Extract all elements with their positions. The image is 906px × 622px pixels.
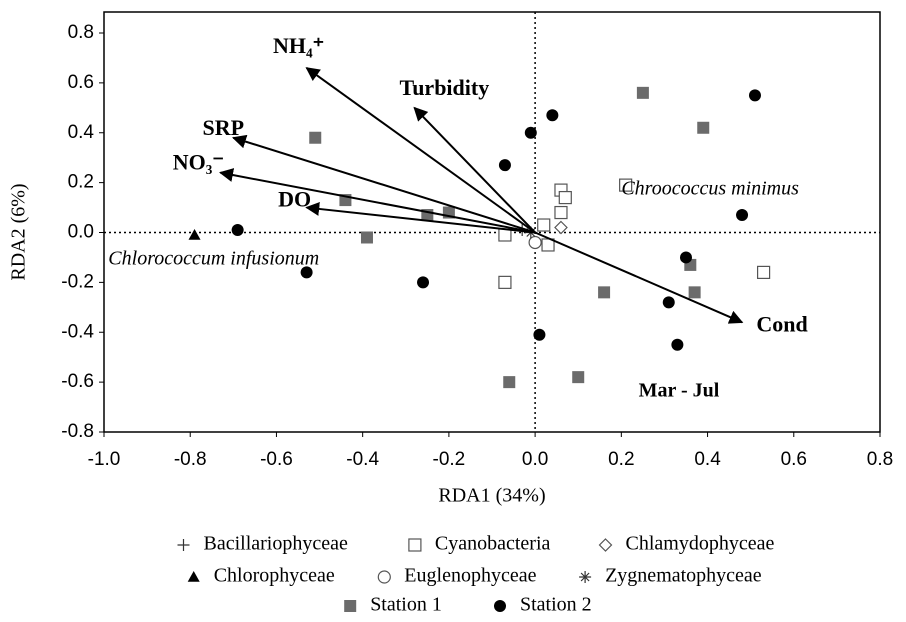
x-tick-label: -0.4 bbox=[346, 449, 379, 470]
legend-label: Station 1 bbox=[370, 594, 442, 616]
legend-label: Bacillariophyceae bbox=[204, 533, 348, 555]
open-square-point bbox=[619, 178, 633, 192]
legend-label: Euglenophyceae bbox=[404, 565, 536, 587]
legend-item: Chlorophyceae bbox=[187, 565, 335, 587]
y-tick-label: -0.4 bbox=[61, 321, 94, 342]
square-point bbox=[360, 231, 373, 244]
circle-point bbox=[524, 126, 537, 139]
legend-label: Zygnematophyceae bbox=[605, 565, 762, 587]
x-tick-label: -0.8 bbox=[174, 449, 207, 470]
open-circle-point bbox=[528, 235, 542, 250]
legend-label: Station 2 bbox=[520, 594, 592, 616]
arrow-label: NH₄⁺ bbox=[273, 33, 324, 58]
open-square-point bbox=[554, 205, 568, 220]
legend-item: Cyanobacteria bbox=[408, 533, 551, 555]
arrow-label: SRP bbox=[203, 115, 245, 140]
annotation: Mar - Jul bbox=[639, 380, 720, 402]
circle-point bbox=[662, 296, 675, 309]
arrow bbox=[305, 67, 536, 234]
y-tick-label: -0.6 bbox=[61, 371, 94, 392]
circle-point bbox=[533, 328, 546, 341]
x-tick-label: 0.0 bbox=[522, 449, 548, 470]
y-tick-label: 0.6 bbox=[68, 72, 94, 93]
square-point bbox=[598, 286, 611, 299]
arrow-label: Cond bbox=[756, 311, 807, 336]
y-tick-label: 0.2 bbox=[68, 172, 94, 193]
square-point bbox=[636, 86, 649, 99]
x-tick-label: -1.0 bbox=[88, 449, 121, 470]
annotation: Chroococcus minimus bbox=[621, 178, 799, 200]
triangle-point bbox=[188, 228, 201, 240]
legend-label: Chlorophyceae bbox=[214, 565, 335, 587]
square-point bbox=[503, 376, 516, 389]
x-tick-label: -0.2 bbox=[433, 449, 466, 470]
open-square-point bbox=[558, 190, 572, 205]
open-square-point bbox=[537, 218, 551, 232]
legend-item: Station 2 bbox=[494, 594, 592, 616]
triangle-point bbox=[187, 571, 200, 582]
y-tick-label: 0.0 bbox=[68, 222, 94, 243]
arrow bbox=[413, 106, 536, 234]
square-point bbox=[309, 131, 322, 144]
arrow-label: NO₃⁻ bbox=[173, 150, 224, 175]
circle-point bbox=[680, 251, 692, 264]
circle-point bbox=[736, 209, 749, 222]
y-tick-label: 0.4 bbox=[68, 122, 95, 143]
arrow bbox=[231, 134, 536, 234]
square-point bbox=[688, 286, 701, 299]
open-square-point bbox=[756, 265, 771, 279]
x-tick-label: 0.4 bbox=[694, 449, 721, 470]
legend-item: Chlamydophyceae bbox=[598, 533, 775, 555]
open-circle-point bbox=[377, 570, 391, 584]
circle-point bbox=[300, 266, 313, 279]
circle-point bbox=[231, 224, 244, 237]
asterisk-point bbox=[579, 571, 592, 583]
y-axis-title: RDA2 (6%) bbox=[8, 183, 30, 280]
circle-point bbox=[671, 338, 684, 351]
open-square-point bbox=[408, 538, 422, 552]
circle-point bbox=[748, 89, 761, 102]
open-square-point bbox=[498, 275, 512, 289]
legend-item: Zygnematophyceae bbox=[579, 565, 762, 587]
annotation: Chlorococcum infusionum bbox=[108, 248, 319, 270]
arrow-label: DO bbox=[278, 187, 311, 212]
circle-point bbox=[498, 159, 511, 172]
legend-label: Chlamydophyceae bbox=[626, 533, 775, 555]
circle-point bbox=[494, 600, 506, 612]
plus-point bbox=[177, 539, 190, 551]
circle-point bbox=[417, 276, 430, 289]
x-tick-label: 0.8 bbox=[867, 449, 893, 470]
open-square-point bbox=[498, 228, 512, 242]
legend-label: Cyanobacteria bbox=[435, 533, 551, 555]
plot-frame bbox=[103, 11, 881, 433]
square-point bbox=[572, 371, 585, 384]
arrow bbox=[219, 168, 536, 234]
x-axis-title: RDA1 (34%) bbox=[438, 485, 545, 507]
square-point bbox=[344, 600, 357, 612]
x-tick-label: -0.6 bbox=[260, 449, 293, 470]
legend-item: Bacillariophyceae bbox=[177, 533, 348, 555]
circle-point bbox=[546, 109, 559, 122]
square-point bbox=[697, 121, 710, 134]
legend-item: Euglenophyceae bbox=[377, 565, 537, 587]
x-tick-label: 0.2 bbox=[608, 449, 634, 470]
y-tick-label: -0.2 bbox=[61, 271, 94, 292]
arrow bbox=[534, 231, 744, 324]
arrow-label: Turbidity bbox=[400, 75, 490, 100]
y-tick-label: 0.8 bbox=[68, 22, 94, 43]
diamond-point bbox=[598, 538, 613, 552]
arrow bbox=[305, 201, 536, 234]
diamond-point bbox=[554, 220, 568, 235]
y-tick-label: -0.8 bbox=[61, 421, 94, 442]
legend-item: Station 1 bbox=[344, 594, 442, 616]
x-tick-label: 0.6 bbox=[781, 449, 807, 470]
